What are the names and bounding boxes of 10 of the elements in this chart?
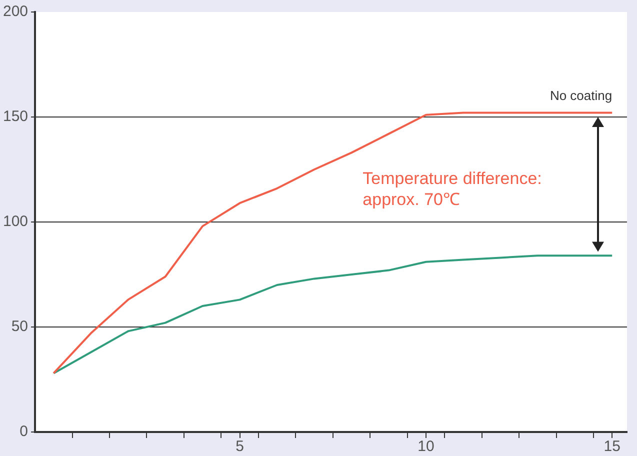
- y-tick-label: 150: [2, 108, 28, 126]
- x-tick-label: 15: [604, 438, 620, 456]
- annotation: Temperature difference: approx. 70℃: [362, 169, 542, 210]
- series-label: No coating: [550, 88, 612, 103]
- x-tick-label: 10: [418, 438, 434, 456]
- y-tick-label: 0: [20, 423, 28, 440]
- y-tick-label: 200: [2, 3, 28, 20]
- y-tick-label: 50: [11, 318, 28, 336]
- x-tick-label: 5: [236, 438, 244, 456]
- y-tick-label: 100: [2, 213, 28, 230]
